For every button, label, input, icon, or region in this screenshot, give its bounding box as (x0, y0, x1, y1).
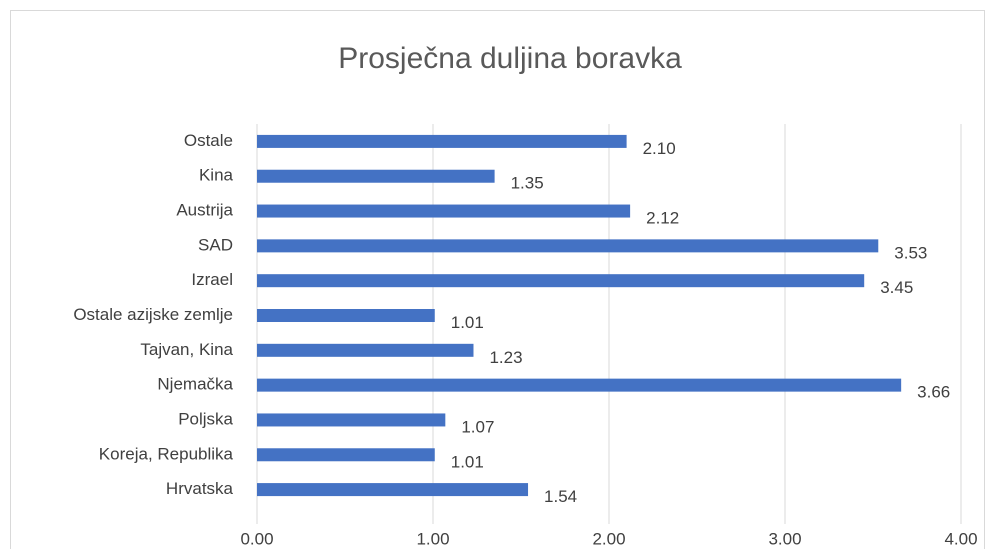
x-tick-label: 2.00 (592, 529, 625, 548)
bar (257, 483, 529, 497)
data-label: 3.66 (917, 383, 950, 402)
data-label: 2.12 (646, 209, 679, 228)
y-tick-label: Ostale azijske zemlje (73, 305, 233, 324)
bar (257, 378, 902, 392)
y-tick-label: Hrvatska (166, 479, 234, 498)
data-label: 1.01 (451, 313, 484, 332)
y-tick-label: Njemačka (157, 375, 233, 394)
x-tick-label: 4.00 (944, 529, 977, 548)
y-tick-label: Poljska (178, 409, 233, 428)
y-tick-label: Austrija (176, 201, 233, 220)
bar (257, 448, 435, 462)
data-label: 3.45 (880, 278, 913, 297)
x-tick-label: 1.00 (416, 529, 449, 548)
x-tick-label: 3.00 (768, 529, 801, 548)
y-tick-label: Ostale (184, 131, 233, 150)
data-label: 3.53 (894, 243, 927, 262)
x-tick-label: 0.00 (240, 529, 273, 548)
y-tick-label: Kina (199, 166, 234, 185)
bar (257, 169, 495, 183)
bar (257, 134, 627, 148)
y-tick-label: Tajvan, Kina (140, 340, 233, 359)
data-label: 1.23 (489, 348, 522, 367)
bar (257, 239, 879, 253)
data-label: 1.35 (511, 174, 544, 193)
y-tick-label: Izrael (191, 270, 233, 289)
y-tick-label: SAD (198, 235, 233, 254)
chart-title: Prosječna duljina boravka (338, 42, 682, 75)
bar (257, 204, 631, 218)
data-label: 1.07 (461, 417, 494, 436)
bar (257, 413, 446, 427)
data-label: 1.01 (451, 452, 484, 471)
y-tick-label: Koreja, Republika (99, 444, 234, 463)
bar (257, 343, 474, 357)
data-label: 2.10 (643, 139, 676, 158)
bar (257, 309, 435, 322)
data-label: 1.54 (544, 487, 577, 506)
bar (257, 274, 865, 288)
